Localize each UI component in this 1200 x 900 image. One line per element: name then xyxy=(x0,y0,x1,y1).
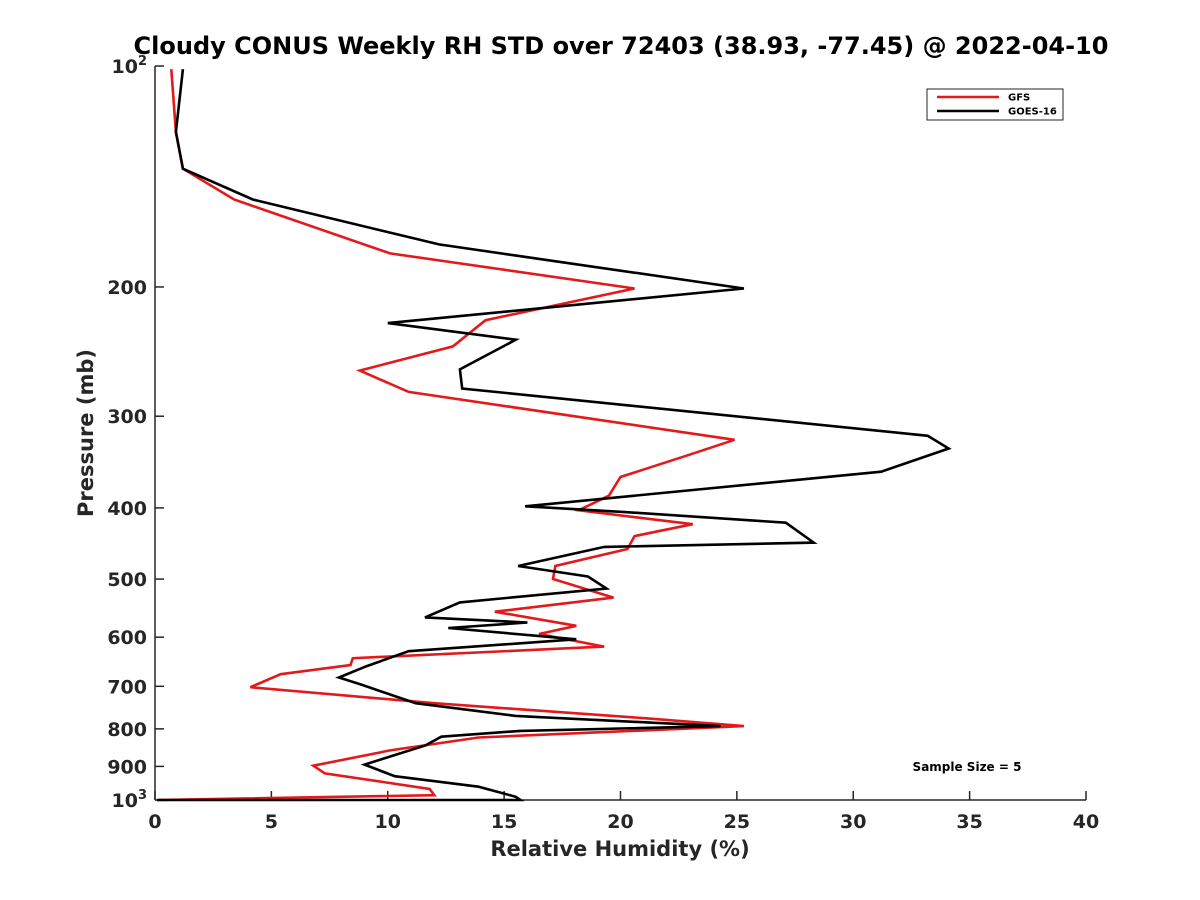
y-tick-label: 400 xyxy=(107,498,147,520)
y-tick-label: 102 xyxy=(112,54,148,78)
x-tick-label: 15 xyxy=(491,811,517,833)
chart-title: Cloudy CONUS Weekly RH STD over 72403 (3… xyxy=(134,32,1109,60)
y-ticks: 102 200 300 400 500 600 700 800 900 103 xyxy=(107,54,164,812)
y-tick-label: 700 xyxy=(107,676,147,698)
y-tick-label: 200 xyxy=(107,277,147,299)
x-tick-label: 0 xyxy=(148,811,161,833)
x-tick-label: 35 xyxy=(956,811,982,833)
x-tick-label: 10 xyxy=(375,811,401,833)
y-tick-label: 103 xyxy=(112,788,148,812)
legend-label-goes-16: GOES-16 xyxy=(1008,107,1057,118)
sample-size-annotation: Sample Size = 5 xyxy=(913,760,1022,774)
series-line-goes-16 xyxy=(157,69,952,802)
x-tick-label: 5 xyxy=(265,811,278,833)
x-axis-label: Relative Humidity (%) xyxy=(490,837,749,861)
y-tick-label: 800 xyxy=(107,719,147,741)
legend: GFS GOES-16 xyxy=(926,88,1064,121)
series-line-gfs xyxy=(157,69,745,802)
y-axis-label: Pressure (mb) xyxy=(74,349,98,517)
x-tick-label: 40 xyxy=(1073,811,1099,833)
x-ticks: 0 5 10 15 20 25 30 35 40 xyxy=(148,791,1099,833)
y-tick-label: 500 xyxy=(107,569,147,591)
y-tick-label: 600 xyxy=(107,627,147,649)
y-tick-label: 300 xyxy=(107,406,147,428)
x-tick-label: 30 xyxy=(840,811,866,833)
y-tick-label: 900 xyxy=(107,756,147,778)
series-lines xyxy=(157,69,952,802)
x-tick-label: 25 xyxy=(724,811,750,833)
x-tick-label: 20 xyxy=(607,811,633,833)
legend-box xyxy=(926,88,1064,121)
legend-label-gfs: GFS xyxy=(1008,93,1030,104)
